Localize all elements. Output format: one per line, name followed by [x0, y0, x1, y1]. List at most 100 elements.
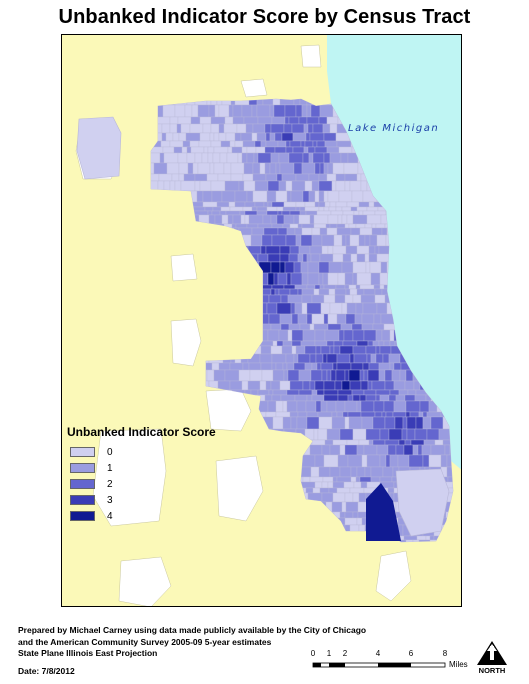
census-tract[interactable]: [239, 535, 246, 541]
census-tract[interactable]: [342, 210, 355, 216]
census-tract[interactable]: [214, 444, 227, 456]
census-tract[interactable]: [217, 173, 232, 182]
census-tract[interactable]: [253, 428, 266, 441]
census-tract[interactable]: [315, 353, 324, 364]
census-tract[interactable]: [170, 214, 176, 225]
census-tract[interactable]: [389, 454, 399, 468]
census-tract[interactable]: [149, 313, 160, 325]
census-tract[interactable]: [315, 539, 322, 547]
census-tract[interactable]: [266, 524, 272, 537]
census-tract[interactable]: [277, 140, 287, 148]
census-tract[interactable]: [319, 253, 334, 263]
census-tract[interactable]: [251, 132, 258, 142]
census-tract[interactable]: [225, 132, 236, 142]
census-tract[interactable]: [329, 123, 338, 134]
census-tract[interactable]: [230, 302, 246, 315]
census-tract[interactable]: [247, 284, 261, 290]
census-tract[interactable]: [341, 214, 348, 225]
census-tract[interactable]: [149, 524, 161, 537]
census-tract[interactable]: [358, 524, 366, 537]
census-tract[interactable]: [306, 284, 316, 290]
census-tract[interactable]: [209, 162, 215, 175]
census-tract[interactable]: [284, 261, 295, 274]
census-tract[interactable]: [266, 206, 278, 212]
census-tract[interactable]: [306, 394, 313, 402]
census-tract[interactable]: [169, 180, 176, 192]
census-tract[interactable]: [332, 245, 347, 255]
census-tract[interactable]: [215, 294, 229, 304]
census-tract[interactable]: [238, 234, 252, 247]
census-tract[interactable]: [161, 380, 174, 391]
census-tract[interactable]: [318, 206, 325, 212]
census-tract[interactable]: [204, 345, 214, 355]
census-tract[interactable]: [229, 362, 244, 371]
census-tract[interactable]: [279, 162, 295, 175]
census-tract[interactable]: [279, 261, 286, 274]
census-tract[interactable]: [317, 411, 333, 418]
census-tract[interactable]: [293, 353, 299, 364]
census-tract[interactable]: [303, 501, 315, 513]
census-tract[interactable]: [341, 234, 347, 247]
census-tract[interactable]: [153, 394, 162, 402]
census-tract[interactable]: [389, 389, 400, 396]
census-tract[interactable]: [239, 253, 247, 263]
census-tract[interactable]: [230, 340, 239, 347]
census-tract[interactable]: [344, 400, 358, 413]
census-tract[interactable]: [330, 210, 344, 216]
census-tract[interactable]: [301, 223, 315, 229]
census-tract[interactable]: [283, 214, 295, 225]
census-tract[interactable]: [454, 540, 462, 547]
census-tract[interactable]: [311, 362, 318, 371]
census-tract[interactable]: [194, 152, 203, 164]
census-tract[interactable]: [173, 97, 188, 106]
census-tract[interactable]: [318, 261, 330, 274]
census-tract[interactable]: [273, 272, 279, 286]
census-tract[interactable]: [159, 152, 165, 164]
census-tract[interactable]: [312, 152, 325, 164]
map-canvas[interactable]: [62, 35, 462, 607]
census-tract[interactable]: [306, 302, 322, 315]
census-tract[interactable]: [164, 389, 175, 396]
census-tract[interactable]: [349, 288, 358, 296]
census-tract[interactable]: [194, 524, 205, 537]
census-tract[interactable]: [195, 227, 204, 236]
census-tract[interactable]: [266, 190, 277, 203]
census-tract[interactable]: [350, 227, 361, 236]
census-tract[interactable]: [271, 234, 287, 247]
census-tract[interactable]: [260, 345, 272, 355]
census-tract[interactable]: [285, 234, 297, 247]
census-tract[interactable]: [212, 253, 223, 263]
census-tract[interactable]: [412, 539, 420, 547]
census-tract[interactable]: [343, 481, 355, 489]
census-tract[interactable]: [306, 416, 320, 430]
census-tract[interactable]: [277, 227, 288, 236]
census-tract[interactable]: [187, 369, 196, 382]
census-tract[interactable]: [149, 272, 154, 286]
census-tract[interactable]: [149, 253, 154, 263]
census-tract[interactable]: [225, 261, 232, 274]
census-tract[interactable]: [286, 535, 297, 541]
census-tract[interactable]: [381, 411, 387, 418]
census-tract[interactable]: [322, 123, 331, 134]
census-tract[interactable]: [288, 524, 303, 537]
census-tract[interactable]: [352, 329, 365, 342]
census-tract[interactable]: [398, 439, 406, 446]
census-tract[interactable]: [309, 380, 316, 391]
census-tract[interactable]: [356, 173, 362, 182]
census-tract[interactable]: [173, 146, 183, 154]
census-tract[interactable]: [359, 284, 375, 290]
census-tract[interactable]: [195, 353, 210, 364]
census-tract[interactable]: [370, 466, 384, 478]
census-tract[interactable]: [238, 539, 254, 547]
census-tract[interactable]: [397, 454, 410, 468]
census-tract[interactable]: [344, 294, 354, 304]
census-tract[interactable]: [454, 482, 462, 488]
census-tract[interactable]: [161, 411, 167, 418]
census-tract[interactable]: [175, 539, 181, 547]
census-tract[interactable]: [321, 492, 334, 503]
census-tract[interactable]: [326, 400, 337, 413]
census-tract[interactable]: [169, 245, 185, 255]
census-tract[interactable]: [254, 511, 261, 519]
census-tract[interactable]: [323, 294, 336, 304]
census-tract[interactable]: [340, 152, 349, 164]
